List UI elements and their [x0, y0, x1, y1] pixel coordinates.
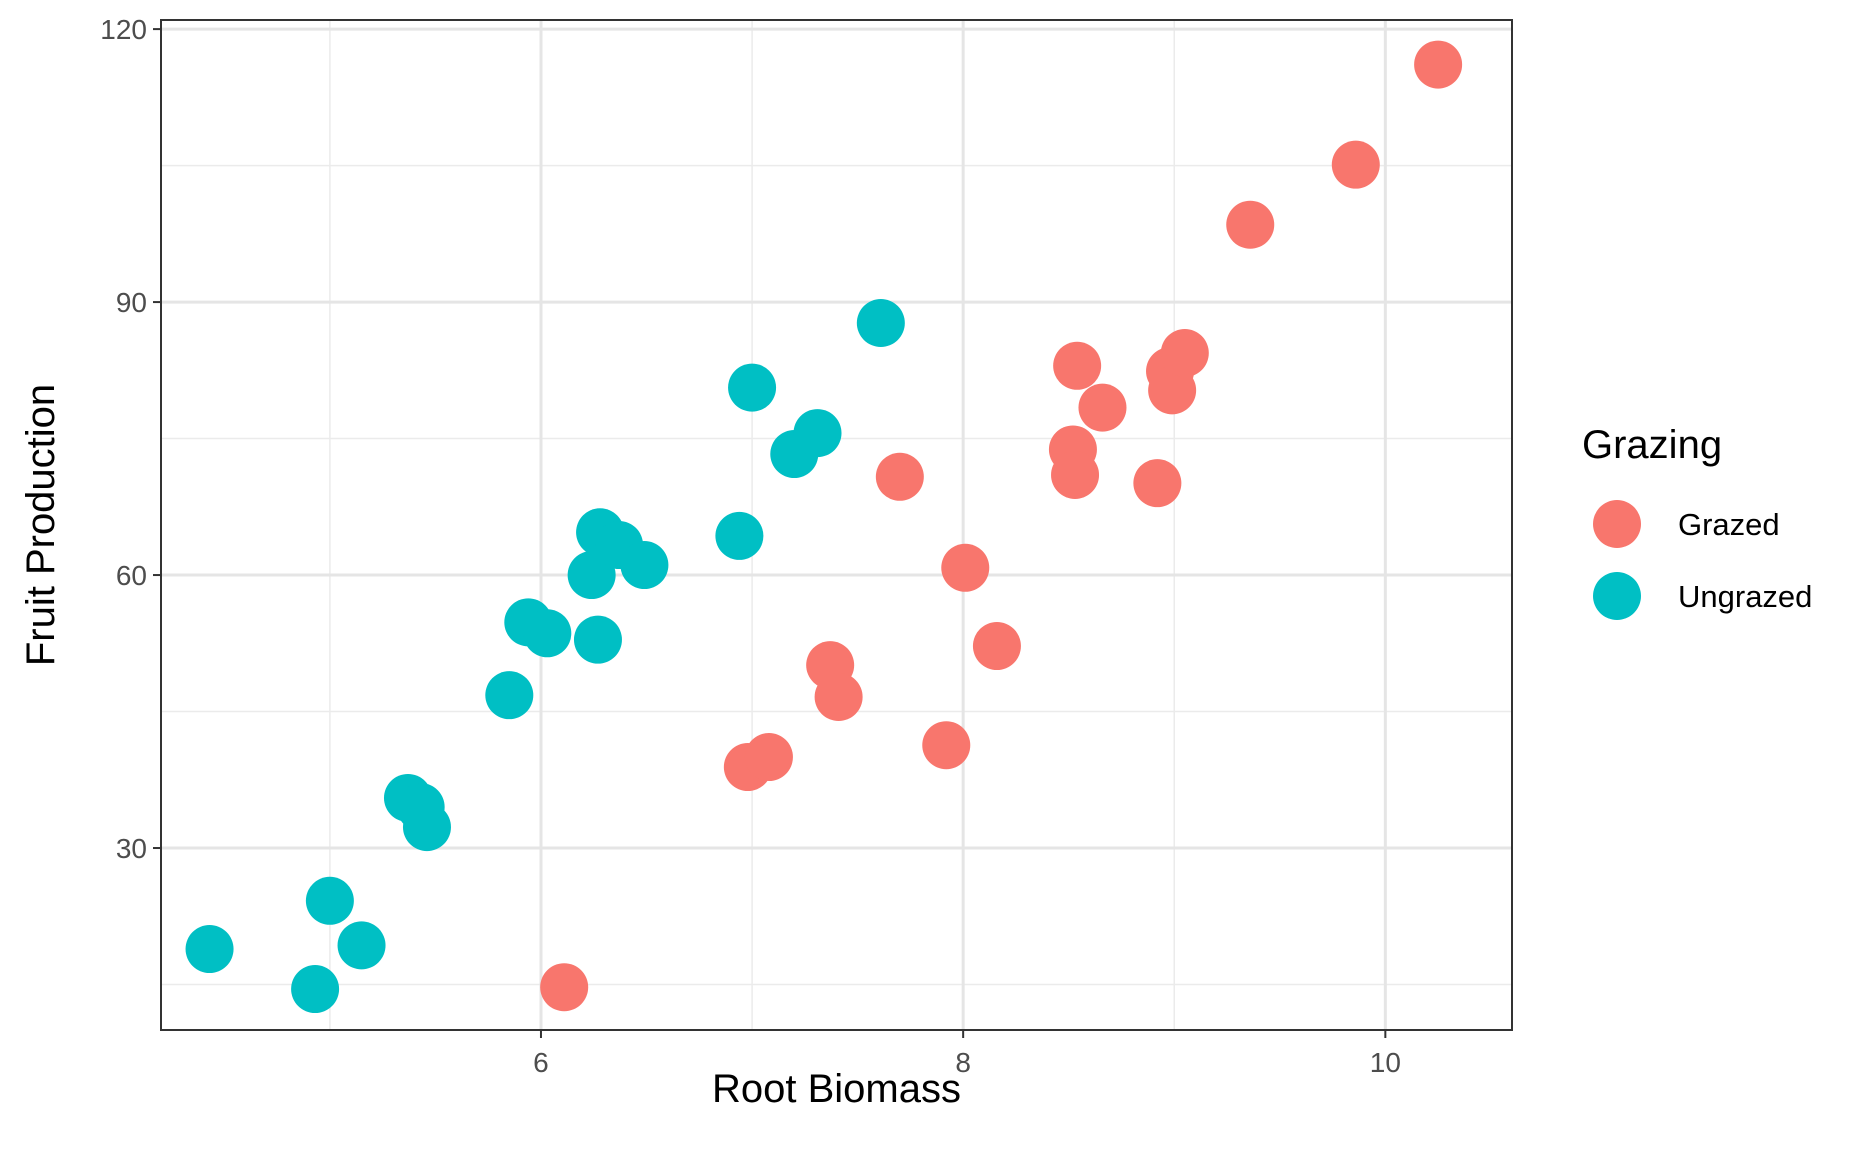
data-point-grazed — [941, 543, 990, 592]
legend-title: Grazing — [1582, 423, 1722, 467]
data-point-ungrazed — [856, 299, 905, 347]
data-point-ungrazed — [185, 925, 234, 974]
data-point-ungrazed — [485, 671, 534, 720]
y-tick-label: 90 — [116, 287, 147, 318]
data-point-grazed — [972, 622, 1021, 671]
y-axis-title: Fruit Production — [19, 384, 63, 666]
legend-label-ungrazed: Ungrazed — [1678, 579, 1812, 614]
legend-items: Grazed Ungrazed — [1593, 500, 1812, 620]
legend-key-ungrazed — [1593, 572, 1641, 620]
data-point-grazed — [1331, 140, 1380, 189]
x-tick-label: 10 — [1370, 1047, 1401, 1078]
y-tick-label: 30 — [116, 833, 147, 864]
data-point-ungrazed — [793, 409, 842, 458]
data-point-grazed — [1078, 383, 1127, 432]
legend-key-grazed — [1593, 500, 1641, 548]
data-point-grazed — [1414, 40, 1463, 89]
data-point-ungrazed — [291, 965, 340, 1014]
data-point-grazed — [1133, 459, 1182, 508]
data-point-grazed — [814, 672, 863, 721]
data-point-grazed — [922, 721, 971, 770]
data-point-grazed — [1148, 366, 1197, 415]
y-tick-label: 120 — [100, 14, 147, 45]
series-grazed — [540, 40, 1463, 1012]
data-points — [185, 40, 1463, 1014]
data-point-ungrazed — [728, 363, 777, 412]
axes: 6 8 10 30 60 90 120 — [100, 14, 1401, 1078]
data-point-grazed — [744, 733, 793, 782]
data-point-ungrazed — [402, 803, 451, 852]
x-axis-title: Root Biomass — [712, 1067, 961, 1111]
x-tick-label: 8 — [955, 1047, 971, 1078]
data-point-ungrazed — [523, 609, 572, 658]
data-point-grazed — [1051, 450, 1100, 499]
panel-border — [160, 19, 1513, 1031]
data-point-ungrazed — [305, 876, 354, 925]
series-ungrazed — [185, 299, 905, 1014]
data-point-grazed — [540, 963, 589, 1012]
data-point-ungrazed — [620, 541, 669, 590]
legend: Grazing Grazed Ungrazed — [1582, 423, 1812, 620]
data-point-ungrazed — [573, 615, 622, 664]
data-point-grazed — [1053, 341, 1102, 390]
data-point-grazed — [1160, 329, 1209, 378]
data-point-ungrazed — [337, 921, 386, 970]
y-tick-label: 60 — [116, 560, 147, 591]
data-point-grazed — [875, 452, 924, 501]
data-point-grazed — [1226, 200, 1275, 249]
data-point-ungrazed — [715, 511, 764, 560]
x-tick-label: 6 — [533, 1047, 549, 1078]
legend-label-grazed: Grazed — [1678, 507, 1780, 542]
